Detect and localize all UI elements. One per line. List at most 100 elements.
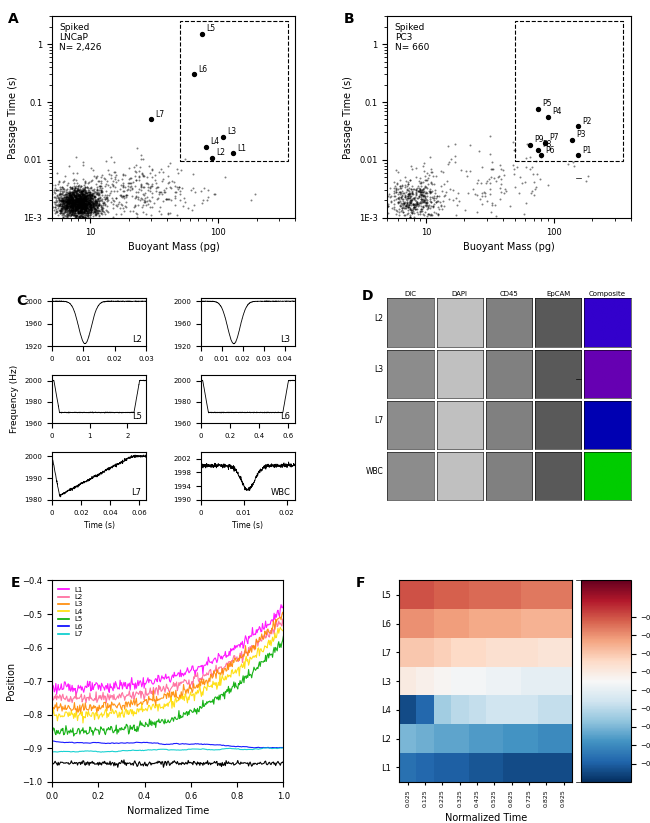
Point	[78, 209, 88, 222]
Point	[64, 183, 75, 196]
Point	[66, 203, 76, 216]
Point	[88, 205, 99, 218]
Point	[77, 211, 87, 224]
Point	[422, 173, 432, 186]
Point	[426, 175, 436, 188]
Point	[461, 164, 471, 177]
Point	[155, 201, 166, 214]
Point	[80, 190, 90, 203]
Point	[82, 190, 92, 203]
Point	[68, 184, 79, 198]
Point	[160, 186, 170, 199]
Point	[60, 195, 70, 208]
Point	[418, 194, 428, 207]
Point	[465, 165, 475, 178]
Point	[83, 185, 94, 198]
Point	[62, 195, 72, 208]
Point	[196, 184, 206, 198]
Point	[86, 188, 96, 202]
Point	[77, 200, 87, 213]
Point	[76, 205, 86, 218]
Point	[68, 202, 79, 216]
Point	[146, 179, 156, 193]
Point	[90, 208, 101, 221]
Point	[162, 170, 173, 183]
Point	[66, 195, 76, 208]
Point	[484, 172, 494, 185]
Y-axis label: WBC: WBC	[365, 467, 383, 476]
Point	[84, 197, 94, 210]
Point	[73, 204, 83, 217]
Point	[62, 198, 72, 211]
Point	[75, 202, 86, 215]
Point	[426, 162, 436, 175]
Point	[101, 191, 111, 204]
Point	[403, 203, 413, 216]
Point	[406, 203, 416, 216]
Point	[57, 195, 68, 208]
Point	[83, 196, 94, 209]
Point	[573, 149, 583, 162]
Point	[77, 206, 88, 219]
Point	[55, 203, 66, 216]
Point	[415, 187, 426, 200]
Point	[498, 163, 508, 176]
Point	[68, 190, 79, 203]
Point	[70, 194, 80, 207]
Point	[65, 186, 75, 199]
Point	[70, 203, 81, 216]
Point	[83, 193, 94, 207]
Point	[102, 194, 112, 207]
Point	[72, 195, 82, 208]
Point	[66, 193, 76, 207]
Point	[152, 193, 162, 206]
Point	[77, 205, 87, 218]
Point	[62, 195, 72, 208]
Point	[81, 203, 92, 216]
Point	[72, 185, 83, 198]
Y-axis label: Frequency (Hz): Frequency (Hz)	[10, 365, 19, 433]
Point	[383, 200, 393, 213]
Point	[72, 193, 82, 207]
Point	[64, 206, 75, 219]
Point	[75, 201, 86, 214]
Point	[87, 191, 98, 204]
Point	[95, 191, 105, 204]
Point	[64, 202, 74, 215]
Point	[59, 182, 70, 195]
Point	[390, 179, 400, 193]
Point	[72, 200, 83, 213]
Point	[398, 197, 409, 210]
Point	[74, 179, 85, 192]
Point	[68, 203, 79, 216]
Point	[55, 194, 66, 207]
Point	[102, 193, 112, 206]
Point	[403, 177, 413, 190]
Point	[407, 187, 417, 200]
Point	[75, 202, 85, 216]
Point	[82, 198, 92, 212]
Point	[463, 187, 473, 200]
Point	[416, 193, 426, 206]
Point	[145, 194, 155, 207]
Point	[79, 201, 89, 214]
Point	[453, 186, 463, 199]
Point	[68, 186, 79, 199]
Point	[71, 186, 81, 199]
Point	[568, 156, 578, 169]
Point	[79, 199, 89, 212]
Point	[496, 177, 506, 190]
Point	[431, 170, 441, 183]
Point	[74, 188, 85, 202]
Point	[77, 197, 87, 210]
Point	[61, 200, 72, 213]
Point	[111, 176, 121, 189]
Point	[55, 191, 66, 204]
Point	[76, 198, 86, 211]
Point	[69, 186, 79, 199]
Point	[55, 204, 65, 217]
Point	[75, 199, 85, 212]
Point	[65, 202, 75, 216]
Point	[400, 185, 411, 198]
Point	[84, 182, 95, 195]
